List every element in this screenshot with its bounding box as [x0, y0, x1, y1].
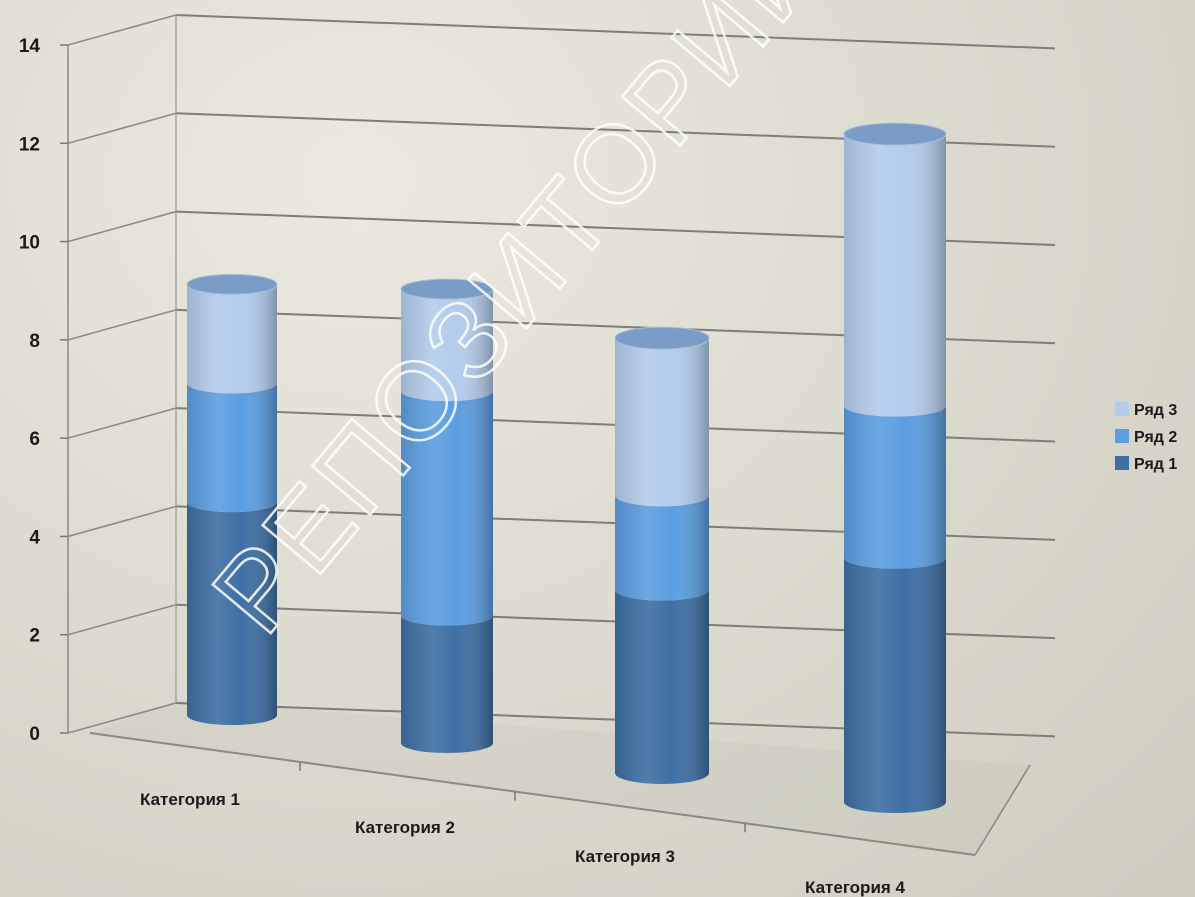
legend-label: Ряд 2: [1134, 429, 1177, 446]
side-gridline: [67, 603, 177, 636]
category-label: Категория 4: [805, 878, 906, 897]
bar-segment-shading: [401, 391, 494, 626]
bar-top-cap: [614, 326, 710, 350]
legend-label: Ряд 1: [1134, 456, 1177, 473]
bar-segment-shading: [615, 589, 709, 784]
side-gridline: [67, 702, 177, 734]
gridline: [175, 14, 1056, 50]
legend: Ряд 3 Ряд 2 Ряд 1: [1115, 402, 1177, 473]
y-tick-label: 12: [19, 134, 40, 155]
side-gridline: [67, 14, 177, 46]
bar-segment-shading: [844, 405, 946, 569]
side-gridline: [67, 309, 177, 341]
side-gridline: [67, 505, 177, 538]
legend-label: Ряд 3: [1134, 402, 1177, 419]
y-tick-label: 0: [29, 724, 40, 745]
bar-top-cap: [400, 278, 494, 300]
y-tick-label: 6: [29, 429, 40, 450]
bar-segment-shading: [187, 502, 277, 725]
bar-segment-shading: [844, 134, 946, 417]
y-tick-label: 14: [19, 36, 41, 57]
bar-segment-shading: [844, 557, 946, 813]
side-gridline: [67, 407, 177, 439]
bar-segment-shading: [401, 615, 494, 753]
bars: [186, 122, 947, 813]
bar-segment-shading: [187, 383, 277, 513]
side-gridline: [67, 112, 177, 145]
bar-segment-shading: [615, 495, 709, 601]
floor-edge: [974, 764, 1031, 856]
x-axis-line: [89, 732, 976, 856]
legend-swatch: [1115, 402, 1129, 416]
y-tick-label: 2: [29, 626, 40, 647]
axes: [60, 15, 1031, 856]
side-gridline: [67, 210, 177, 243]
y-tick-label: 10: [19, 233, 40, 254]
bar-segment-shading: [401, 289, 494, 402]
bar-top-cap: [843, 122, 947, 146]
y-tick-label: 4: [29, 527, 40, 548]
legend-swatch: [1115, 429, 1129, 443]
y-tick-label: 8: [29, 331, 40, 352]
legend-swatch: [1115, 456, 1129, 470]
category-label: Категория 1: [140, 790, 240, 809]
axis-labels: 0 2 4 6 8 10 12 14 Категория 1 Категория 2 Категор…: [19, 36, 906, 897]
category-label: Категория 3: [575, 847, 675, 866]
bar-top-cap: [186, 273, 278, 295]
bar-segment-shading: [615, 338, 709, 507]
bar-segment-shading: [187, 284, 277, 394]
category-label: Категория 2: [355, 818, 455, 837]
